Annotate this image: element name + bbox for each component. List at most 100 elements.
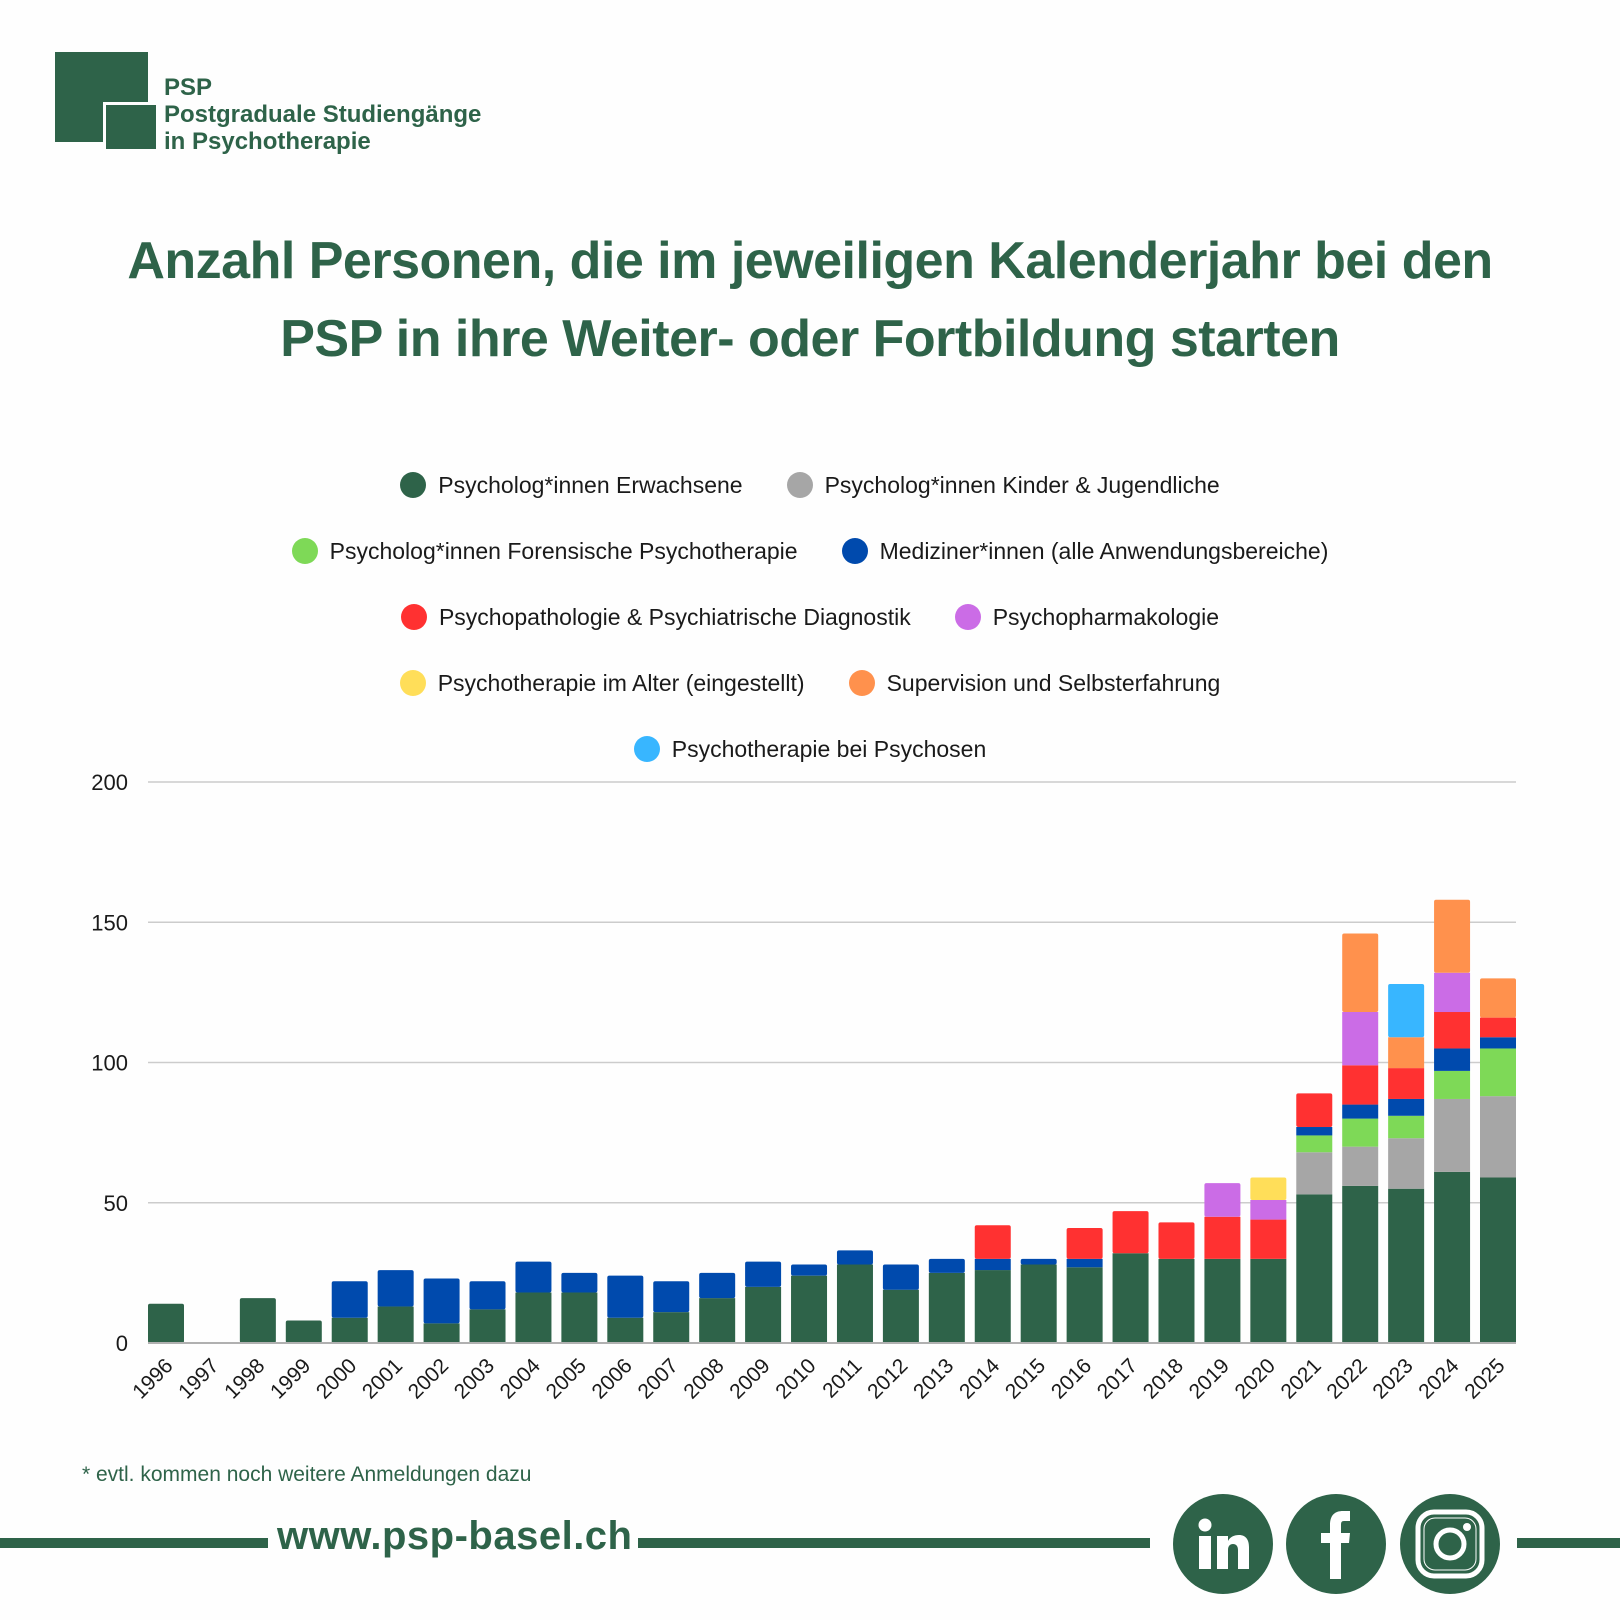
x-tick-label: 2021	[1277, 1354, 1326, 1403]
bar-segment	[836, 1250, 873, 1265]
x-tick-label: 2024	[1414, 1354, 1464, 1404]
linkedin-button[interactable]	[1173, 1494, 1273, 1594]
bar-segment	[515, 1292, 552, 1343]
x-tick-label: 1997	[174, 1354, 223, 1403]
bar-segment	[1112, 1211, 1149, 1254]
instagram-button[interactable]	[1400, 1494, 1500, 1594]
footer-divider-right	[1517, 1538, 1620, 1548]
bar-segment	[1250, 1258, 1287, 1343]
bar-segment	[1250, 1177, 1287, 1200]
bar-segment	[607, 1275, 644, 1318]
x-tick-label: 1998	[220, 1354, 269, 1403]
bar-segment	[928, 1258, 965, 1273]
x-tick-label: 2020	[1231, 1354, 1280, 1403]
bar-segment	[1066, 1258, 1103, 1268]
x-tick-label: 2008	[679, 1354, 728, 1403]
bar-segment	[469, 1281, 506, 1310]
x-tick-label: 2005	[542, 1354, 591, 1403]
legend-swatch	[848, 670, 875, 696]
bar-segment	[1480, 1017, 1516, 1038]
bar-segment	[1388, 1188, 1425, 1343]
x-tick-label: 2006	[588, 1354, 637, 1403]
x-tick-label: 2025	[1460, 1354, 1509, 1403]
bar-segment	[974, 1225, 1011, 1259]
legend-swatch	[954, 604, 981, 630]
x-tick-label: 2003	[450, 1354, 499, 1403]
chart-title-line-2: PSP in ihre Weiter- oder Fortbildung sta…	[280, 310, 1340, 368]
bar-segment	[1158, 1258, 1195, 1343]
legend-swatch	[400, 472, 427, 498]
logo-line-1: PSP	[164, 74, 213, 101]
bar-segment	[699, 1298, 736, 1343]
bar-segment	[1434, 1171, 1471, 1343]
legend-item: Psycholog*innen Erwachsene	[400, 471, 743, 499]
bar-segment	[1020, 1258, 1057, 1265]
bar-segment	[1296, 1152, 1333, 1195]
y-tick-label: 50	[104, 1191, 128, 1216]
bar-segment	[331, 1317, 368, 1343]
x-tick-label: 2016	[1047, 1354, 1096, 1403]
legend-row: Psychotherapie bei Psychosen	[0, 716, 1620, 782]
x-tick-label: 2001	[358, 1354, 407, 1403]
legend-item: Psychotherapie im Alter (eingestellt)	[399, 670, 805, 697]
legend-label: Psycholog*innen Forensische Psychotherap…	[329, 537, 798, 564]
bar-segment	[1434, 899, 1471, 973]
bar-segment	[1388, 1138, 1425, 1189]
legend-label: Psycholog*innen Erwachsene	[438, 471, 743, 498]
bar-segment	[1342, 933, 1379, 1013]
bar-segment	[745, 1286, 782, 1343]
x-tick-label: 2015	[1001, 1354, 1050, 1403]
x-tick-label: 2000	[312, 1354, 361, 1403]
x-tick-label: 2010	[771, 1354, 820, 1403]
bar-segment	[1204, 1258, 1241, 1343]
x-tick-label: 2013	[909, 1354, 958, 1403]
bar-segment	[1342, 1118, 1379, 1147]
bar-segment	[1296, 1194, 1333, 1343]
bar-segment	[882, 1264, 919, 1290]
x-tick-label: 2007	[633, 1354, 682, 1403]
bar-segment	[1204, 1183, 1241, 1217]
bar-segment	[1480, 1096, 1516, 1178]
legend-swatch	[399, 670, 426, 696]
bar-segment	[1342, 1104, 1379, 1119]
bar-segment	[928, 1272, 965, 1343]
bar-segment	[1066, 1227, 1103, 1259]
legend-label: Psychopharmakologie	[992, 603, 1220, 630]
legend-swatch	[291, 538, 318, 564]
bar-segment	[377, 1306, 414, 1343]
bar-segment	[1480, 1048, 1516, 1097]
bar-segment	[1342, 1185, 1379, 1343]
bar-segment	[1296, 1127, 1333, 1136]
bar-segment	[882, 1289, 919, 1343]
bar-segment	[1204, 1216, 1241, 1259]
bar-segment	[1342, 1146, 1379, 1186]
bar-segment	[791, 1275, 828, 1343]
bar-segment	[1388, 1115, 1425, 1139]
x-tick-label: 2002	[404, 1354, 453, 1403]
bar-segment	[1434, 972, 1471, 1013]
x-tick-label: 1996	[128, 1354, 177, 1403]
legend-label: Mediziner*innen (alle Anwendungsbereiche…	[879, 537, 1329, 564]
bar-segment	[836, 1264, 873, 1343]
bar-segment	[423, 1323, 460, 1343]
legend-row: Psychotherapie im Alter (eingestellt) Sup…	[0, 650, 1620, 716]
bar-segment	[1434, 1048, 1471, 1071]
y-tick-label: 0	[116, 1331, 128, 1356]
website-link[interactable]: www.psp-basel.ch	[277, 1514, 633, 1558]
bar-segment	[974, 1258, 1011, 1271]
bar-segment	[974, 1270, 1011, 1343]
bar-segment	[1066, 1267, 1103, 1343]
bar-segment	[423, 1278, 460, 1324]
legend-item: Supervision und Selbsterfahrung	[848, 669, 1221, 697]
bar-segment	[331, 1281, 368, 1318]
bar-segment	[1388, 1068, 1425, 1099]
linkedin-icon	[1198, 1518, 1249, 1569]
legend-label: Supervision und Selbsterfahrung	[886, 669, 1221, 696]
bar-segment	[1480, 1037, 1516, 1049]
legend-item: Psychopathologie & Psychiatrische Diagno…	[400, 604, 911, 631]
logo-text: PSP Postgraduale Studiengänge in Psychot…	[164, 74, 481, 155]
facebook-button[interactable]	[1286, 1494, 1386, 1594]
legend-item: Psycholog*innen Forensische Psychotherap…	[291, 537, 798, 565]
x-tick-label: 2017	[1093, 1354, 1142, 1403]
bar-segment	[1388, 1037, 1425, 1069]
